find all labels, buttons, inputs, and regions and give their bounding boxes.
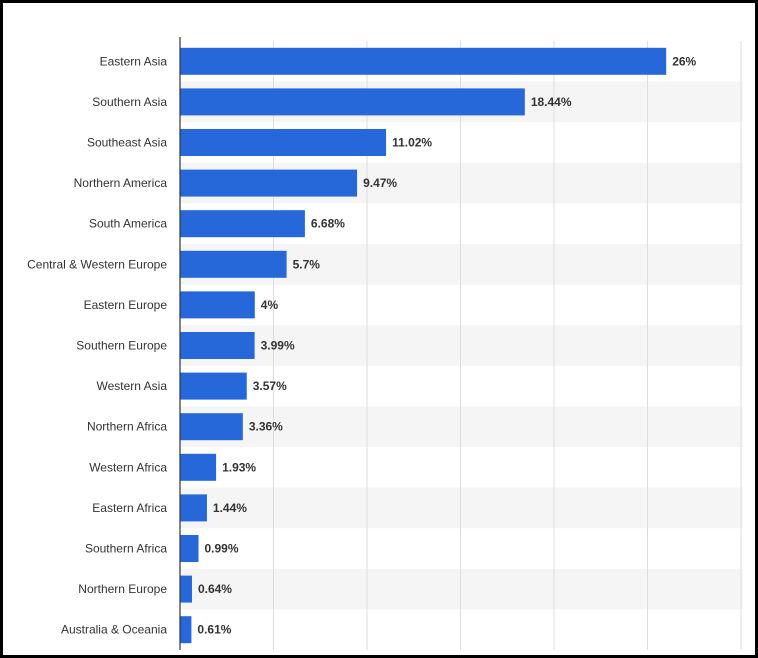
value-label: 11.02% xyxy=(392,136,432,150)
category-label: Southern Europe xyxy=(76,339,167,353)
value-label: 0.61% xyxy=(197,623,231,637)
bar[interactable] xyxy=(180,453,217,481)
value-label: 18.44% xyxy=(531,95,572,109)
value-label: 26% xyxy=(672,54,696,68)
bar[interactable] xyxy=(180,47,667,75)
bar[interactable] xyxy=(180,291,255,319)
bar[interactable] xyxy=(180,250,287,278)
bar[interactable] xyxy=(180,575,192,603)
bar[interactable] xyxy=(180,88,525,116)
category-label: Northern Europe xyxy=(78,582,167,596)
bar[interactable] xyxy=(180,169,358,197)
category-label: Eastern Asia xyxy=(100,54,168,68)
value-label: 5.7% xyxy=(293,257,321,271)
bar[interactable] xyxy=(180,535,199,562)
bar[interactable] xyxy=(180,372,247,400)
bar[interactable] xyxy=(180,332,255,359)
category-label: Western Africa xyxy=(89,460,167,474)
value-label: 9.47% xyxy=(363,176,397,190)
bar[interactable] xyxy=(180,616,192,644)
category-label: Southern Asia xyxy=(92,95,167,109)
category-label: Western Asia xyxy=(97,379,168,393)
value-label: 3.36% xyxy=(249,420,283,434)
category-label: Central & Western Europe xyxy=(27,257,167,271)
category-label: Eastern Europe xyxy=(84,298,168,312)
row-band xyxy=(180,568,743,610)
category-label: Northern Africa xyxy=(87,420,167,434)
value-label: 3.57% xyxy=(253,379,287,393)
bar-chart: Eastern Asia 26% Southern Asia 18.44% Southe… xyxy=(27,37,743,650)
row-band xyxy=(180,487,743,529)
value-label: 6.68% xyxy=(311,217,345,231)
value-label: 1.44% xyxy=(213,501,247,515)
bar[interactable] xyxy=(180,129,387,156)
bar[interactable] xyxy=(180,494,207,522)
category-label: Southern Africa xyxy=(85,542,167,556)
category-label: Eastern Africa xyxy=(92,501,167,515)
category-label: South America xyxy=(89,217,167,231)
value-label: 4% xyxy=(261,298,279,312)
value-label: 3.99% xyxy=(261,339,295,353)
bar[interactable] xyxy=(180,413,243,441)
category-label: Northern America xyxy=(74,176,168,190)
value-label: 0.99% xyxy=(205,542,239,556)
category-label: Australia & Oceania xyxy=(61,623,167,637)
value-label: 1.93% xyxy=(222,460,256,474)
category-label: Southeast Asia xyxy=(87,136,167,150)
value-label: 0.64% xyxy=(198,582,232,596)
bar[interactable] xyxy=(180,210,305,238)
